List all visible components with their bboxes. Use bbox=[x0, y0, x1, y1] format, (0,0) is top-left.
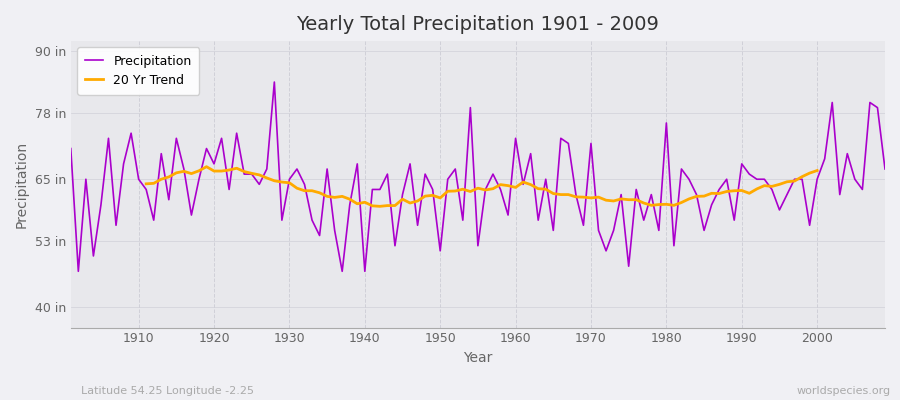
20 Yr Trend bbox=[624, 197, 634, 202]
Precipitation bbox=[66, 146, 77, 151]
20 Yr Trend bbox=[140, 182, 151, 186]
Legend: Precipitation, 20 Yr Trend: Precipitation, 20 Yr Trend bbox=[77, 47, 199, 95]
20 Yr Trend bbox=[374, 204, 385, 209]
Text: Latitude 54.25 Longitude -2.25: Latitude 54.25 Longitude -2.25 bbox=[81, 386, 254, 396]
Precipitation bbox=[616, 192, 626, 197]
X-axis label: Year: Year bbox=[464, 351, 492, 365]
20 Yr Trend bbox=[352, 201, 363, 206]
20 Yr Trend bbox=[238, 169, 249, 174]
Precipitation bbox=[307, 218, 318, 222]
Precipitation bbox=[352, 162, 363, 166]
Precipitation bbox=[518, 182, 528, 187]
20 Yr Trend bbox=[812, 168, 823, 173]
Y-axis label: Precipitation: Precipitation bbox=[15, 141, 29, 228]
20 Yr Trend bbox=[729, 188, 740, 193]
Precipitation bbox=[269, 80, 280, 84]
Precipitation bbox=[879, 167, 890, 172]
Line: Precipitation: Precipitation bbox=[71, 82, 885, 271]
Title: Yearly Total Precipitation 1901 - 2009: Yearly Total Precipitation 1901 - 2009 bbox=[296, 15, 660, 34]
Precipitation bbox=[73, 269, 84, 274]
20 Yr Trend bbox=[796, 174, 807, 179]
Precipitation bbox=[526, 151, 536, 156]
20 Yr Trend bbox=[201, 164, 212, 169]
Line: 20 Yr Trend: 20 Yr Trend bbox=[146, 167, 817, 206]
Precipitation bbox=[133, 177, 144, 182]
Text: worldspecies.org: worldspecies.org bbox=[796, 386, 891, 396]
20 Yr Trend bbox=[714, 191, 724, 196]
